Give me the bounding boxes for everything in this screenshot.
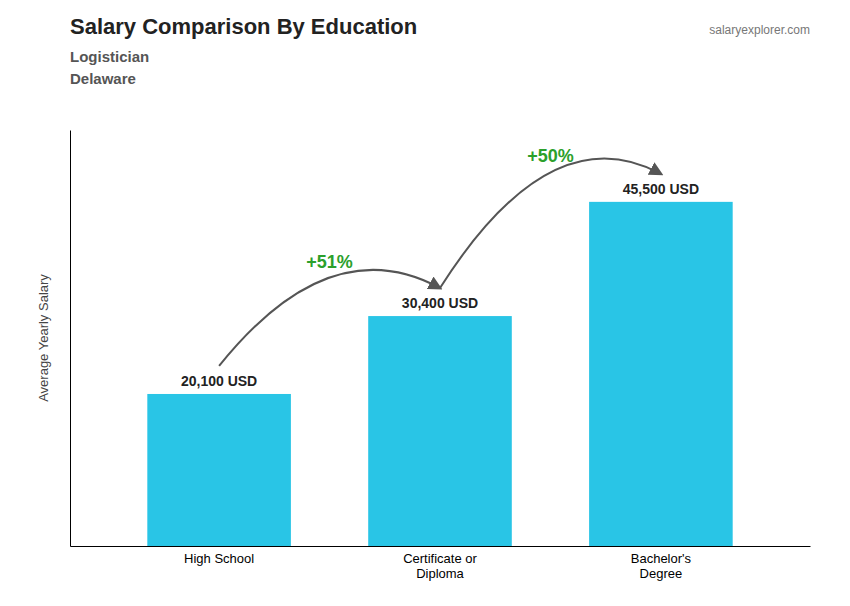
data-label: 20,100 USD <box>181 373 257 389</box>
x-tick: High School <box>184 546 254 566</box>
bar <box>368 316 512 546</box>
subtitle: Logistician <box>70 48 149 65</box>
arrow <box>440 158 661 288</box>
data-label: 45,500 USD <box>623 181 699 197</box>
bar <box>147 394 291 546</box>
caption: salaryexplorer.com <box>709 23 810 37</box>
chart: Salary Comparison By Education Logisticia… <box>0 0 850 606</box>
x-tick-label: Bachelor'sDegree <box>631 551 692 581</box>
bar <box>589 202 733 546</box>
plot-area <box>147 202 732 546</box>
subtitle: Delaware <box>70 70 136 87</box>
annotation: +50% <box>527 146 574 166</box>
x-tick: Bachelor'sDegree <box>631 546 692 581</box>
x-tick-label: High School <box>184 551 254 566</box>
title: Salary Comparison By Education <box>70 14 417 39</box>
x-axis-line <box>71 546 811 547</box>
x-tick-label: Certificate orDiploma <box>403 551 477 581</box>
data-label: 30,400 USD <box>402 295 478 311</box>
x-axis: High School Certificate orDiploma Bachelor… <box>71 546 811 581</box>
x-tick: Certificate orDiploma <box>403 546 477 581</box>
y-axis-line <box>70 131 71 547</box>
annotation: +51% <box>306 252 353 272</box>
annotations: +51% +50% <box>219 146 661 366</box>
y-axis <box>70 131 71 547</box>
arrow <box>219 270 440 366</box>
y-axis-title: Average Yearly Salary <box>36 274 51 402</box>
data-labels: 20,100 USD 30,400 USD 45,500 USD <box>181 181 699 389</box>
chart-container: Salary Comparison By Education Logisticia… <box>0 0 850 606</box>
